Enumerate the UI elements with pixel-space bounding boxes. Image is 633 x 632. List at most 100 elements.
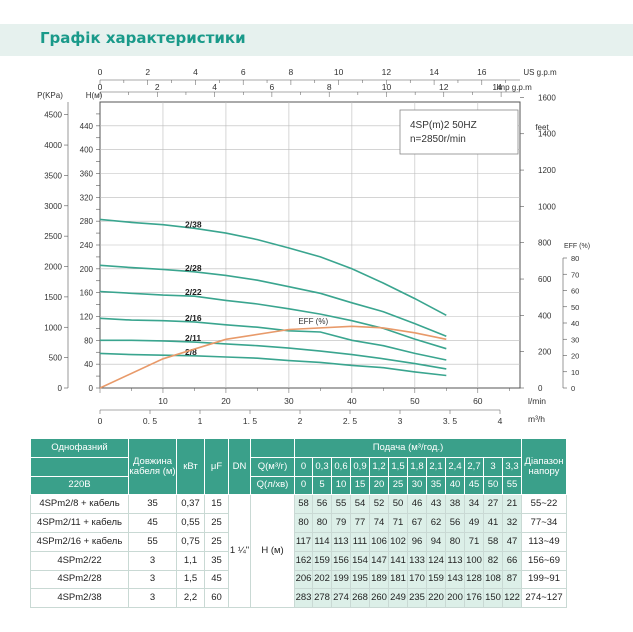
head-cell: 74 [369, 513, 389, 533]
feet-axis-tick-label: 1600 [538, 93, 556, 102]
q-lmin-label: Q(л/хв) [250, 475, 295, 496]
q-m3h-cell: 3 [483, 456, 503, 477]
kw-cell: 1,5 [176, 569, 205, 590]
head-cell: 50 [388, 494, 408, 515]
feet-axis-tick-label: 0 [538, 384, 543, 393]
imp-axis-tick-label: 10 [382, 82, 392, 92]
head-cell: 77 [350, 513, 370, 533]
head-cell: 113 [331, 531, 351, 552]
m3h-axis-tick-label: 3. 5 [443, 416, 457, 426]
head-cell: 162 [294, 550, 313, 571]
h-axis-tick-label: 280 [80, 217, 94, 226]
page-title: Графік характеристики [40, 29, 246, 47]
eff-axis-tick-label: 50 [571, 303, 579, 312]
imp-axis-tick-label: 2 [155, 82, 160, 92]
feet-axis-tick-label: 1400 [538, 130, 556, 139]
q-lmin-cell: 55 [502, 475, 522, 496]
q-m3h-cell: 1,5 [388, 456, 408, 477]
uf-cell: 45 [204, 569, 229, 590]
head-cell: 147 [369, 550, 389, 571]
series-line [99, 317, 447, 361]
series-label: 2/8 [185, 347, 197, 357]
cable-cell: 3 [128, 569, 177, 590]
imp-axis-tick-label: 14 [492, 82, 502, 92]
head-cell: 21 [502, 494, 522, 515]
q-lmin-cell: 0 [294, 475, 313, 496]
head-cell: 141 [388, 550, 408, 571]
kpa-axis-tick-label: 2000 [44, 263, 62, 272]
head-cell: 159 [426, 569, 446, 590]
us-axis-label: US g.p.m [523, 68, 557, 77]
lmin-axis-tick-label: 20 [221, 396, 231, 406]
head-cell: 96 [407, 531, 427, 552]
model-cell: 4SPm2/38 [30, 588, 129, 609]
q-lmin-cell: 50 [483, 475, 503, 496]
uf-cell: 25 [204, 531, 229, 552]
head-cell: 80 [294, 513, 313, 533]
flow-title-header: Подача (м³/год.) [294, 438, 522, 458]
range-cell: 77~34 [521, 513, 567, 533]
head-cell: 71 [464, 531, 484, 552]
head-cell: 235 [407, 588, 427, 609]
uf-cell: 25 [204, 513, 229, 533]
h-axis-tick-label: 320 [80, 193, 94, 202]
lmin-axis-tick-label: 30 [284, 396, 294, 406]
uf-cell: 60 [204, 588, 229, 609]
us-axis-tick-label: 2 [145, 67, 150, 77]
m3h-axis-tick-label: 2 [298, 416, 303, 426]
cable-cell: 45 [128, 513, 177, 533]
q-m3h-label: Q(м³/г) [250, 456, 295, 477]
head-cell: 154 [350, 550, 370, 571]
head-cell: 49 [464, 513, 484, 533]
head-cell: 156 [331, 550, 351, 571]
head-cell: 80 [312, 513, 332, 533]
feet-axis-tick-label: 600 [538, 275, 552, 284]
h-axis-tick-label: 0 [89, 384, 94, 393]
series-label: 2/28 [185, 263, 202, 273]
kpa-axis-tick-label: 1000 [44, 323, 62, 332]
kpa-axis-tick-label: 2500 [44, 232, 62, 241]
eff-axis-tick-label: 10 [571, 368, 579, 377]
m3h-axis-tick-label: 3 [398, 416, 403, 426]
feet-axis-tick-label: 200 [538, 348, 552, 357]
m3h-axis-tick-label: 4 [498, 416, 503, 426]
head-cell: 47 [502, 531, 522, 552]
q-m3h-cell: 1,2 [369, 456, 389, 477]
eff-axis-tick-label: 70 [571, 270, 579, 279]
m3h-axis-tick-label: 2. 5 [343, 416, 357, 426]
head-cell: 199 [331, 569, 351, 590]
h-label-cell: Н (м) [250, 494, 295, 609]
h-axis-tick-label: 160 [80, 289, 94, 298]
kpa-axis-tick-label: 4000 [44, 141, 62, 150]
h-axis-tick-label: 40 [84, 360, 93, 369]
single-phase-sub [30, 456, 129, 477]
kw-cell: 0,55 [176, 513, 205, 533]
cable-cell: 35 [128, 494, 177, 515]
series-line [99, 290, 447, 350]
range-cell: 156~69 [521, 550, 567, 571]
kw-cell: 2,2 [176, 588, 205, 609]
h-axis-label: H(м) [86, 91, 103, 100]
head-cell: 195 [350, 569, 370, 590]
table-row: 4SPm2/22 3 1,1 35 162 159 156 154 147 141 133 124 11… [30, 550, 567, 571]
kw-header: кВт [176, 437, 205, 496]
m3h-axis-label: m³/h [528, 414, 545, 424]
q-m3h-cell: 0,3 [312, 456, 332, 477]
head-cell: 143 [445, 569, 465, 590]
q-m3h-cell: 2,7 [464, 456, 484, 477]
range-cell: 55~22 [521, 494, 567, 515]
model-cell: 4SPm2/16 + кабель [30, 531, 129, 552]
model-cell: 4SPm2/11 + кабель [30, 513, 129, 533]
q-m3h-cell: 2,1 [426, 456, 446, 477]
head-cell: 200 [445, 588, 465, 609]
feet-axis-label: feet [535, 123, 549, 132]
kpa-axis-tick-label: 3500 [44, 171, 62, 180]
us-axis-tick-label: 12 [382, 67, 392, 77]
cable-length-header: Довжина кабеля (м) [128, 437, 177, 496]
head-cell: 79 [331, 513, 351, 533]
uf-header: μF [204, 437, 229, 496]
info-box-speed: n=2850r/min [410, 134, 466, 145]
series-label: 2/16 [185, 313, 202, 323]
q-lmin-cell: 20 [369, 475, 389, 496]
uf-cell: 35 [204, 550, 229, 571]
